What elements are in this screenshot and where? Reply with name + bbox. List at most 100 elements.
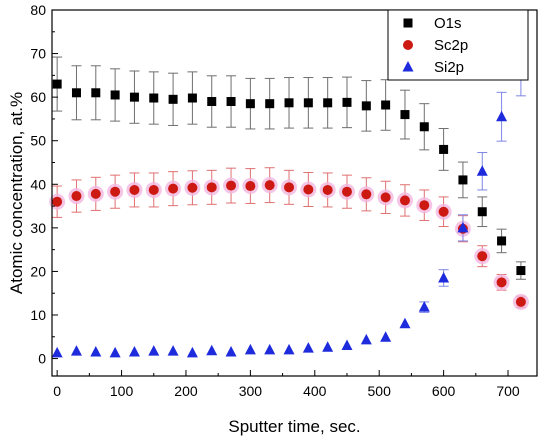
o1s-point: [284, 98, 294, 108]
sc2p-point: [187, 182, 198, 193]
o1s-point: [497, 236, 507, 246]
sc2p-point: [361, 189, 372, 200]
sc2p-point: [341, 186, 352, 197]
x-tick-label: 700: [496, 383, 520, 399]
y-tick-label: 40: [30, 176, 46, 192]
si2p-point: [476, 165, 488, 176]
si2p-point: [206, 344, 218, 356]
o1s-point: [342, 97, 352, 107]
markers-layer: [51, 60, 527, 358]
si2p-point: [70, 345, 82, 356]
legend-label-sc2p: Sc2p: [434, 37, 468, 54]
x-tick-label: 0: [53, 383, 61, 399]
o1s-point: [187, 93, 197, 103]
o1s-point: [71, 88, 81, 98]
o1s-point: [361, 101, 371, 111]
sc2p-point: [380, 192, 391, 203]
legend: O1s Sc2p Si2p: [387, 9, 529, 81]
y-axis-label: Atomic concentration, at.%: [7, 92, 26, 294]
si2p-point: [322, 341, 334, 352]
o1s-point: [149, 93, 159, 103]
sc2p-point: [303, 184, 314, 195]
o1s-point: [516, 266, 526, 276]
x-axis-label: Sputter time, sec.: [228, 417, 360, 436]
plot-frame: [51, 9, 538, 377]
o1s-point: [110, 90, 120, 100]
y-tick-label: 50: [30, 133, 46, 149]
sc2p-point: [206, 182, 217, 193]
o1s-point: [168, 94, 178, 104]
si2p-point: [90, 346, 102, 357]
sc2p-point: [322, 184, 333, 195]
sc2p-point: [477, 251, 488, 262]
x-tick-label: 300: [239, 383, 263, 399]
o1s-point: [381, 100, 391, 110]
si2p-point: [244, 343, 256, 355]
o1s-point: [458, 175, 468, 185]
sc2p-point: [399, 195, 410, 206]
o1s-point: [419, 122, 429, 132]
x-tick-label: 200: [174, 383, 198, 399]
sc2p-point: [148, 184, 159, 195]
o1s-point: [265, 99, 275, 109]
o1s-point: [207, 97, 217, 106]
axes-layer: 0 100 200 300 400 500 600 700 0 10 20 30 40 50 60 70 80: [30, 2, 519, 399]
sc2p-point: [110, 186, 121, 197]
si2p-point: [341, 339, 353, 350]
y-tick-label: 10: [30, 307, 46, 323]
sc2p-point: [496, 277, 507, 288]
si2p-point: [438, 271, 450, 283]
y-tick-label: 70: [30, 46, 46, 62]
si2p-point: [148, 345, 160, 356]
si2p-point: [51, 346, 63, 358]
sc2p-point: [226, 180, 237, 191]
sc2p-point: [90, 188, 101, 199]
x-tick-label: 100: [110, 383, 134, 399]
y-tick-label: 0: [38, 351, 46, 367]
x-tick-label: 500: [368, 383, 392, 399]
x-tick-label: 600: [432, 383, 456, 399]
y-tick-label: 20: [30, 263, 46, 279]
sc2p-point: [168, 183, 179, 194]
sc2p-point: [284, 182, 295, 193]
o1s-point: [323, 98, 333, 108]
o1s-point: [226, 97, 236, 106]
o1s-point: [477, 207, 487, 217]
si2p-point: [380, 331, 392, 342]
o1s-point: [91, 88, 101, 98]
y-tick-label: 60: [30, 89, 46, 105]
si2p-point: [109, 346, 121, 358]
si2p-point: [457, 221, 469, 233]
o1s-point: [52, 79, 62, 89]
legend-marker-si2p: [402, 61, 414, 72]
x-tick-label: 400: [303, 383, 327, 399]
si2p-point: [128, 346, 140, 357]
si2p-point: [186, 346, 198, 358]
sc2p-point: [419, 200, 430, 211]
o1s-point: [303, 98, 313, 108]
si2p-point: [496, 110, 508, 122]
sc2p-point: [515, 296, 526, 307]
sc2p-point: [245, 181, 256, 192]
o1s-point: [245, 99, 255, 109]
o1s-point: [129, 92, 139, 102]
si2p-point: [399, 317, 411, 329]
sc2p-point: [264, 180, 275, 191]
y-tick-label: 30: [30, 220, 46, 236]
si2p-point: [167, 345, 179, 356]
o1s-point: [439, 144, 449, 154]
sc2p-point: [129, 184, 140, 195]
si2p-point: [360, 333, 372, 345]
o1s-point: [400, 110, 410, 120]
sc2p-point: [71, 191, 82, 202]
si2p-point: [302, 342, 314, 353]
legend-marker-sc2p: [403, 40, 413, 50]
legend-label-si2p: Si2p: [434, 59, 464, 76]
legend-label-o1s: O1s: [434, 15, 462, 32]
si2p-point: [225, 346, 237, 357]
y-tick-label: 80: [30, 2, 46, 18]
si2p-point: [283, 343, 295, 355]
si2p-point: [418, 301, 430, 312]
legend-marker-o1s: [403, 18, 413, 28]
